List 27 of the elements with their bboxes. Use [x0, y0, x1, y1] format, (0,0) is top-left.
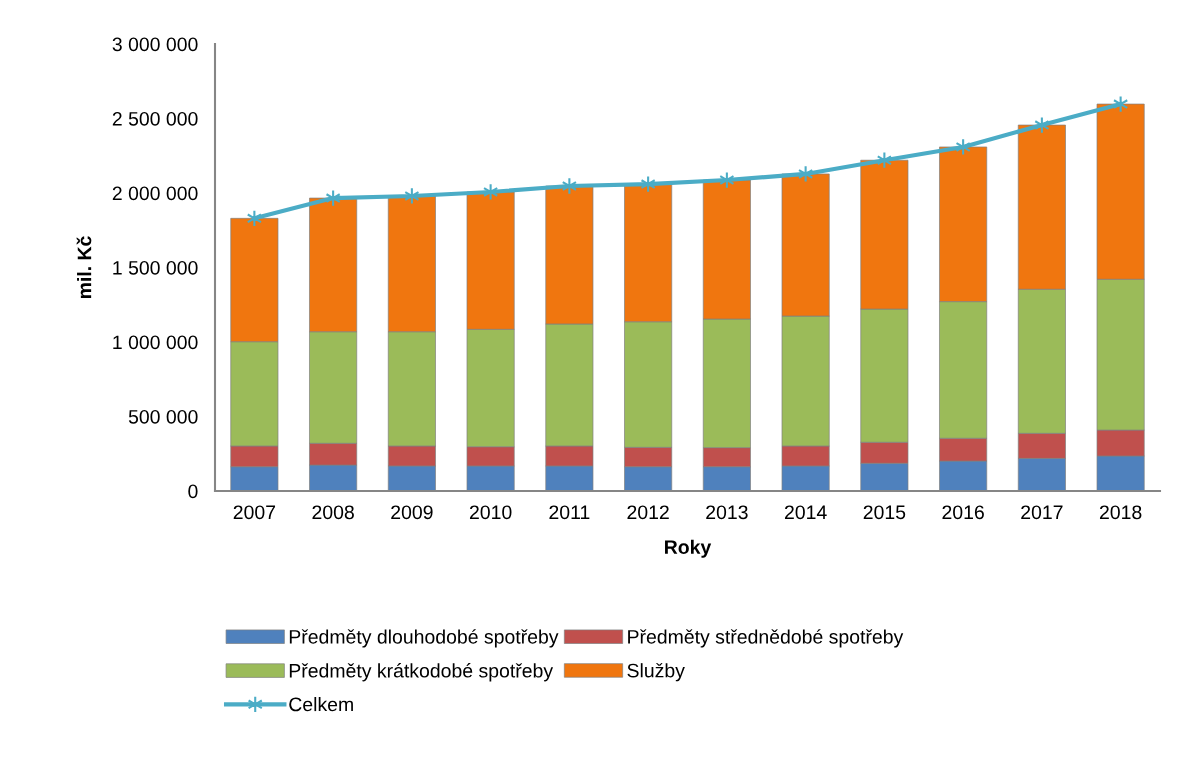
- point: [404, 187, 420, 205]
- legend-label: Předměty dlouhodobé spotřeby: [289, 629, 559, 648]
- x-tick-label: 2009: [391, 505, 433, 520]
- y-tick-label: 2 000 000: [112, 186, 198, 201]
- x-axis-title: Roky: [665, 539, 712, 558]
- x-tick-label: 2012: [627, 505, 669, 520]
- x-tick-label: 2018: [1099, 505, 1142, 520]
- x-tick-label: 2014: [784, 505, 827, 520]
- legend-label: Předměty krátkodobé spotřeby: [289, 663, 554, 682]
- x-tick-label: 2017: [1021, 505, 1063, 520]
- x-tick-label: 2008: [312, 505, 354, 520]
- y-axis-title: mil. Kč: [76, 236, 92, 299]
- legend-label: Služby: [627, 663, 685, 682]
- y-tick-label: 0: [188, 484, 198, 499]
- y-tick-label: 500 000: [128, 409, 198, 424]
- y-tick-label: 1 500 000: [113, 260, 198, 275]
- y-tick-label: 1 000 000: [113, 335, 198, 350]
- legend-label: Celkem: [289, 697, 353, 712]
- y-tick-label: 2 500 000: [112, 111, 198, 126]
- x-tick-label: 2016: [942, 505, 984, 520]
- y-tick-label: 3 000 000: [112, 37, 198, 52]
- x-tick-label: 2010: [469, 505, 512, 520]
- x-tick-label: 2013: [706, 505, 748, 520]
- x-tick-label: 2015: [863, 505, 906, 520]
- x-tick-label: 2007: [233, 505, 276, 520]
- legend-label: Předměty střednědobé spotřeby: [628, 629, 904, 648]
- x-tick-label: 2011: [549, 505, 590, 520]
